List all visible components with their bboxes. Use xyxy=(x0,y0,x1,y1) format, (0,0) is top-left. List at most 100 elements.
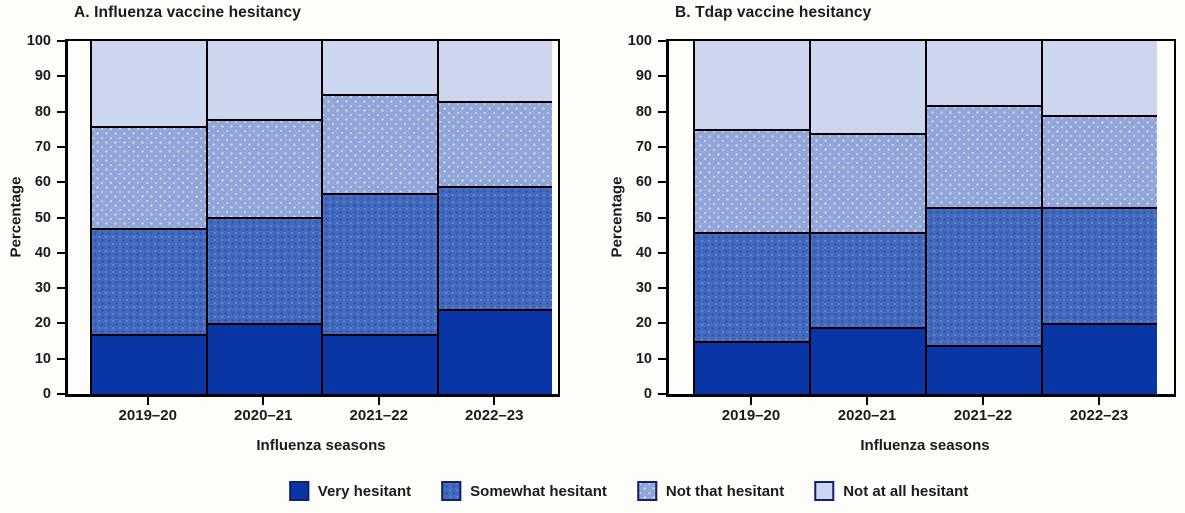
x-tick-label: 2022–23 xyxy=(465,407,524,424)
bar xyxy=(925,41,1041,394)
y-tick-label: 80 xyxy=(635,103,652,120)
y-tick-label: 70 xyxy=(34,138,51,155)
bar-segment xyxy=(1043,323,1157,394)
y-tick-mark xyxy=(658,145,666,148)
y-tick-label: 20 xyxy=(34,315,51,332)
bar-segment xyxy=(695,341,809,394)
legend-swatch xyxy=(636,481,657,501)
bar-segment xyxy=(927,206,1041,345)
legend-label: Somewhat hesitant xyxy=(470,482,607,500)
bars-group: 2019–20 2020–21 2021–22 2022–23 xyxy=(90,41,552,424)
y-tick-mark xyxy=(658,393,666,395)
legend-item: Very hesitant xyxy=(288,481,412,501)
y-tick-label: 20 xyxy=(635,315,652,332)
bar-segment xyxy=(438,41,552,101)
x-tick-label: 2019–20 xyxy=(721,407,781,424)
chart-panel-tdap: B. Tdap vaccine hesitancy Percentage 0 10… xyxy=(601,0,1185,470)
bar-segment xyxy=(811,231,925,327)
y-tick-label: 60 xyxy=(635,174,652,191)
y-tick-mark xyxy=(658,110,666,113)
y-tick-label: 60 xyxy=(34,174,51,191)
legend-swatch xyxy=(441,481,462,501)
y-tick-label: 100 xyxy=(26,33,51,49)
x-tick-mark xyxy=(982,397,984,405)
bar xyxy=(809,41,925,394)
bar-segment xyxy=(207,41,321,119)
bar-segment xyxy=(92,228,206,334)
legend-label: Very hesitant xyxy=(317,482,412,500)
bar-segment xyxy=(811,326,925,394)
legend-swatch xyxy=(814,481,835,501)
bar-segment xyxy=(438,309,552,394)
bar-segment xyxy=(1043,115,1157,207)
x-tick-mark xyxy=(866,397,868,405)
x-tick-label: 2020–21 xyxy=(234,407,293,424)
y-tick-label: 30 xyxy=(34,280,51,297)
y-tick-mark xyxy=(57,145,65,148)
y-axis-label: Percentage xyxy=(7,176,25,258)
legend-label: Not that hesitant xyxy=(665,482,785,500)
y-tick-label: 70 xyxy=(635,138,652,155)
bar-segment xyxy=(323,93,437,193)
y-tick-mark xyxy=(57,322,65,325)
y-tick-mark xyxy=(658,181,666,184)
y-tick-label: 40 xyxy=(635,244,652,261)
chart-panel-influenza: A. Influenza vaccine hesitancy Percentag… xyxy=(0,0,592,470)
x-tick-mark xyxy=(1098,397,1100,405)
x-tick-label: 2022–23 xyxy=(1069,407,1129,424)
legend-label: Not at all hesitant xyxy=(843,482,969,500)
bar xyxy=(693,41,809,394)
x-tick-label: 2021–22 xyxy=(349,407,408,424)
y-tick-mark xyxy=(57,393,65,395)
legend-item: Not at all hesitant xyxy=(814,481,968,501)
x-axis-label: Influenza seasons xyxy=(256,437,386,454)
bar xyxy=(321,41,437,394)
bar xyxy=(90,41,206,394)
bar-segment xyxy=(323,41,437,94)
y-tick-mark xyxy=(57,216,65,219)
legend: Very hesitant Somewhat hesitant Not that h… xyxy=(288,481,968,501)
y-tick-mark xyxy=(57,40,65,42)
y-tick-label: 30 xyxy=(635,280,652,297)
legend-item: Not that hesitant xyxy=(636,481,785,501)
bar-segment xyxy=(811,41,925,133)
y-tick-label: 90 xyxy=(635,68,652,85)
bar-segment xyxy=(927,104,1041,207)
y-tick-mark xyxy=(658,75,666,78)
bar-segment xyxy=(811,132,925,232)
bar-segment xyxy=(438,101,552,186)
y-tick-mark xyxy=(57,75,65,78)
bar xyxy=(1041,41,1157,394)
bar-segment xyxy=(207,323,321,394)
x-tick-mark xyxy=(493,397,496,405)
bar-segment xyxy=(207,217,321,324)
bar-segment xyxy=(92,333,206,394)
x-tick-label: 2020–21 xyxy=(837,407,897,424)
y-tick-label: 100 xyxy=(627,33,652,49)
bars-group: 2019–20 2020–21 2021–22 2022–23 xyxy=(693,41,1157,424)
y-tick-label: 10 xyxy=(635,350,652,367)
bar-segment xyxy=(1043,41,1157,116)
y-tick-mark xyxy=(658,251,666,254)
bar-segment xyxy=(207,118,321,218)
x-tick-mark xyxy=(262,397,265,405)
y-tick-mark xyxy=(57,110,65,113)
x-tick-label: 2019–20 xyxy=(118,407,177,424)
y-tick-mark xyxy=(57,287,65,290)
y-tick-label: 50 xyxy=(635,209,652,226)
y-tick-mark xyxy=(658,287,666,290)
bar-segment xyxy=(695,231,809,342)
bar-segment xyxy=(695,41,809,130)
y-tick-mark xyxy=(658,322,666,325)
y-tick-mark xyxy=(57,251,65,254)
bar-segment xyxy=(695,129,809,232)
y-axis-label: Percentage xyxy=(608,176,626,258)
y-tick-label: 10 xyxy=(34,350,51,367)
y-tick-label: 80 xyxy=(34,103,51,120)
chart-title-influenza: A. Influenza vaccine hesitancy xyxy=(74,4,301,21)
x-tick-label: 2021–22 xyxy=(953,407,1013,424)
x-axis-label: Influenza seasons xyxy=(860,437,990,454)
plot-area-tdap: 0 10 20 30 40 50 60 70 80 90 100 2019–20 2020–21 2021… xyxy=(628,33,1176,424)
chart-title-tdap: B. Tdap vaccine hesitancy xyxy=(675,4,872,21)
